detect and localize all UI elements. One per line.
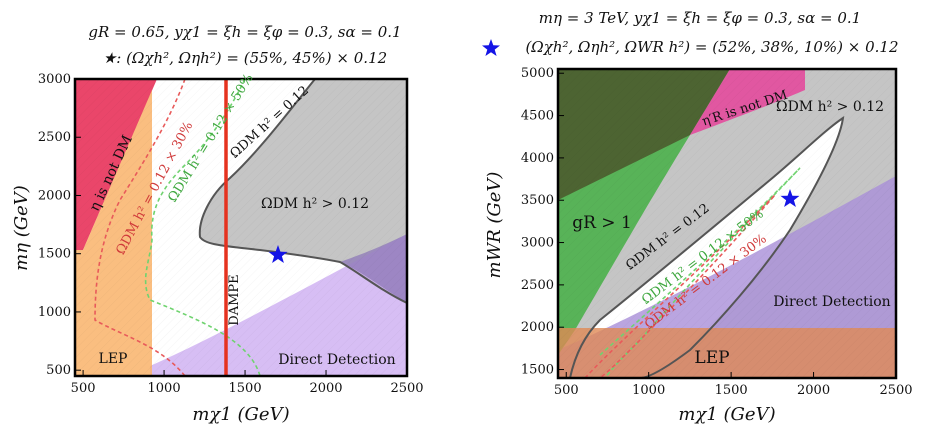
left-header-line2: ★: (Ωχh², Ωηh²) = (55%, 45%) × 0.12	[103, 49, 387, 67]
left-contour-50pct	[144, 79, 261, 376]
left-header-line1: gR = 0.65, yχ1 = ξh = ξφ = 0.3, sα = 0.1	[88, 23, 401, 41]
left-frame	[73, 77, 409, 378]
right-label-lep: LEP	[694, 348, 729, 368]
x-tick-label: 2000	[309, 381, 342, 396]
x-tick-label: 500	[554, 383, 579, 398]
y-tick-label: 2000	[521, 320, 554, 335]
y-tick-label: 1500	[521, 363, 554, 378]
y-tick-label: 3000	[521, 236, 554, 251]
right-frame	[556, 67, 898, 380]
right-header-star-icon	[482, 39, 500, 56]
right-label-gr: gR > 1	[572, 213, 632, 233]
left-label-overabundance: ΩDM h² > 0.12	[261, 196, 369, 212]
left-plot-area	[75, 79, 407, 376]
y-tick-label: 2500	[521, 278, 554, 293]
x-tick-label: 1000	[632, 383, 665, 398]
x-tick-label: 1500	[229, 381, 262, 396]
right-y-axis-label: mWR (GeV)	[484, 172, 505, 279]
x-tick-label: 500	[71, 381, 96, 396]
left-x-axis-label: mχ1 (GeV)	[192, 404, 289, 425]
left-label-dampe: DAMPE	[227, 274, 242, 325]
y-tick-label: 3000	[38, 72, 71, 87]
right-y-ticks: 1500 2000 2500 3000 3500 4000 4500 5000	[521, 66, 564, 378]
right-benchmark-star	[780, 189, 800, 207]
y-tick-label: 2500	[38, 130, 71, 145]
x-tick-label: 1000	[148, 381, 181, 396]
x-tick-label: 2500	[879, 383, 912, 398]
left-contour-relic	[198, 79, 407, 304]
right-label-overabundance: ΩDM h² > 0.12	[776, 99, 884, 115]
left-x-ticks: 500 1000 1500 2000 2500	[71, 370, 424, 396]
x-tick-label: 2000	[797, 383, 830, 398]
y-tick-label: 1000	[38, 305, 71, 320]
left-label-direct-detection: Direct Detection	[278, 352, 395, 368]
right-label-direct-detection: Direct Detection	[773, 294, 890, 310]
y-tick-label: 5000	[521, 66, 554, 81]
y-tick-label: 1500	[38, 247, 71, 262]
x-tick-label: 2500	[390, 381, 423, 396]
right-contour-30pct	[584, 194, 776, 378]
left-y-axis-label: mη (GeV)	[11, 185, 32, 271]
y-tick-label: 4500	[521, 109, 554, 124]
right-plot-area	[558, 69, 896, 378]
y-tick-label: 2000	[38, 188, 71, 203]
left-contour-30pct	[94, 79, 186, 376]
left-label-lep: LEP	[99, 351, 128, 367]
right-header-line1: mη = 3 TeV, yχ1 = ξh = ξφ = 0.3, sα = 0.…	[539, 9, 861, 27]
left-y-ticks: 500 1000 1500 2000 2500 3000	[38, 72, 81, 378]
y-tick-label: 3500	[521, 193, 554, 208]
right-header-line2: (Ωχh², Ωηh², ΩWR h²) = (52%, 38%, 10%) ×…	[525, 38, 898, 56]
y-tick-label: 500	[46, 363, 71, 378]
y-tick-label: 4000	[521, 151, 554, 166]
right-contour-relic	[569, 115, 845, 378]
x-tick-label: 1500	[715, 383, 748, 398]
right-x-axis-label: mχ1 (GeV)	[678, 404, 775, 425]
right-x-ticks: 500 1000 1500 2000 2500	[554, 372, 913, 398]
left-benchmark-star	[268, 245, 288, 263]
